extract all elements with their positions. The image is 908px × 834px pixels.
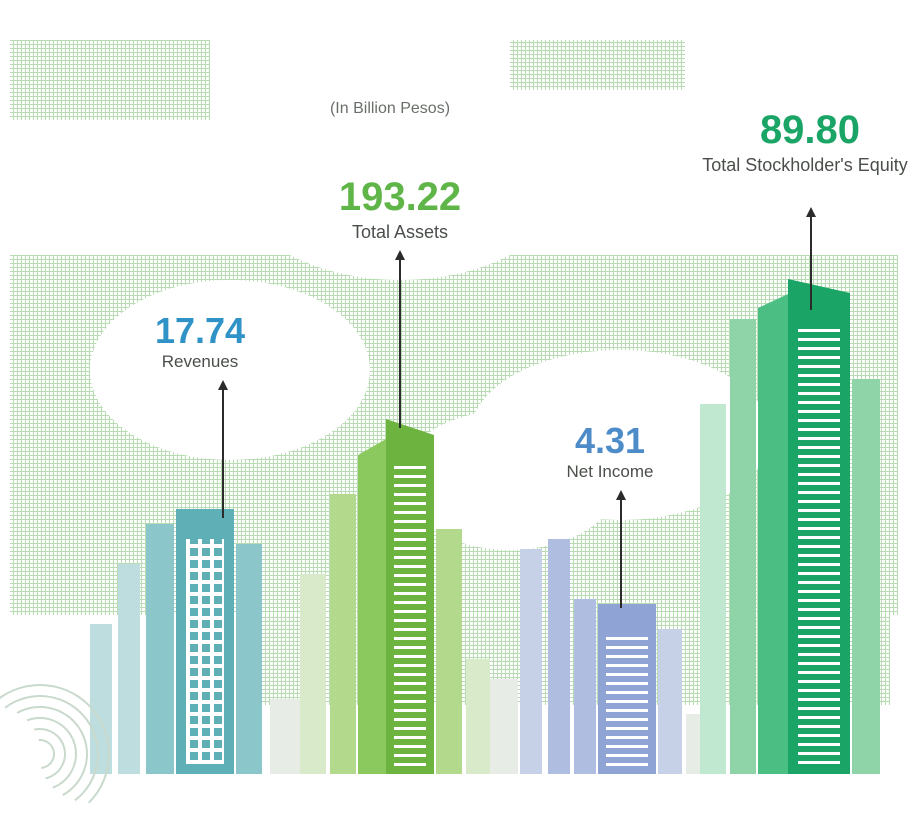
assets-building xyxy=(300,254,520,774)
building-bar xyxy=(658,629,682,774)
building-bar xyxy=(466,659,490,774)
building-bar xyxy=(436,529,462,774)
revenues-label: Revenues xyxy=(120,352,280,372)
building-bar xyxy=(730,319,756,774)
building-bar xyxy=(330,494,356,774)
building-bar xyxy=(358,439,386,774)
building-bar xyxy=(490,679,518,774)
building-bar xyxy=(270,699,300,774)
revenues-value: 17.74 xyxy=(120,310,280,352)
net-income-label: Net Income xyxy=(530,462,690,482)
building-bar xyxy=(520,549,542,774)
building-bar xyxy=(852,379,880,774)
building-bar xyxy=(758,294,788,774)
hatch-region xyxy=(510,40,685,90)
net-income-arrow xyxy=(620,498,622,608)
fingerprint-deco xyxy=(0,684,110,824)
total-assets-label: Total Assets xyxy=(300,222,500,243)
net-income-value: 4.31 xyxy=(530,420,690,462)
building-bar xyxy=(146,524,174,774)
netincome-building xyxy=(510,254,720,774)
building-windows xyxy=(394,463,426,766)
building-windows xyxy=(186,539,224,764)
building-bar xyxy=(300,574,326,774)
stockholders-equity-arrow xyxy=(810,215,812,310)
stockholders-equity-value: 89.80 xyxy=(720,108,900,153)
subtitle: (In Billion Pesos) xyxy=(300,100,480,118)
building-bar xyxy=(118,564,140,774)
building-bar xyxy=(700,404,726,774)
building-windows xyxy=(798,323,840,764)
total-assets-arrow xyxy=(399,258,401,428)
building-bar xyxy=(548,539,570,774)
revenues-arrow xyxy=(222,388,224,518)
equity-building xyxy=(700,254,908,774)
stockholders-equity-label: Total Stockholder's Equity xyxy=(700,155,908,176)
hatch-region xyxy=(10,40,210,120)
total-assets-value: 193.22 xyxy=(300,175,500,220)
building-bar xyxy=(236,544,262,774)
infographic-canvas: (In Billion Pesos) 17.74Revenues193.22To… xyxy=(0,0,908,834)
building-windows xyxy=(606,632,648,766)
building-bar xyxy=(574,599,596,774)
